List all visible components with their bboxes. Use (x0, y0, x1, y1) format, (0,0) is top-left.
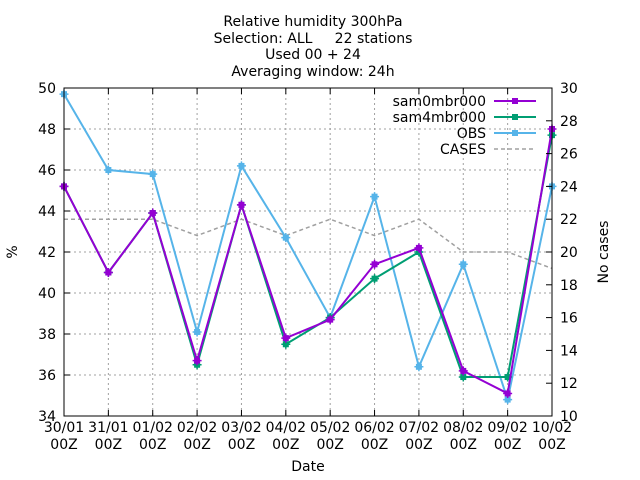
x-tick-label-time: 00Z (494, 437, 521, 453)
x-tick-label-time: 00Z (95, 437, 122, 453)
data-point-cross-sam0mbr000 (370, 259, 380, 269)
data-point-cross-obs (281, 233, 291, 243)
y-tick-label: 38 (38, 327, 56, 343)
y-tick-label: 40 (38, 286, 56, 302)
series-line-sam4mbr000 (63, 134, 553, 379)
legend-label-sam4mbr000: sam4mbr000 (393, 110, 486, 126)
legend-marker-sam0mbr000 (512, 98, 518, 104)
x-tick-label-time: 00Z (405, 437, 432, 453)
x-tick-label-date: 06/02 (354, 420, 394, 436)
series-line-sam0mbr000 (63, 128, 553, 395)
legend-marker-sam4mbr000 (512, 114, 518, 120)
title-line-3: Used 00 + 24 (265, 47, 361, 63)
y2-tick-label: 18 (560, 278, 578, 294)
x-tick-label-date: 07/02 (399, 420, 439, 436)
data-point-cross-sam0mbr000 (192, 356, 202, 366)
data-point-cross-obs (148, 169, 158, 179)
x-tick-label-time: 00Z (50, 437, 77, 453)
data-point-cross-obs (458, 259, 468, 269)
series-layer (59, 89, 557, 405)
x-tick-label-date: 02/02 (177, 420, 217, 436)
legend-label-sam0mbr000: sam0mbr000 (393, 94, 486, 110)
series-line-obs (63, 93, 553, 404)
data-point-cross-sam4mbr000 (370, 274, 380, 284)
legend-label-cases: CASES (440, 142, 486, 158)
x-tick-label-time: 00Z (316, 437, 343, 453)
y2-tick-label: 28 (560, 114, 578, 130)
x-tick-label-date: 31/01 (88, 420, 128, 436)
y2-tick-label: 24 (560, 179, 578, 195)
y-tick-label: 34 (38, 409, 56, 425)
x-axis-label: Date (291, 459, 324, 475)
y-tick-label: 44 (38, 204, 56, 220)
data-point-cross-sam0mbr000 (414, 243, 424, 253)
data-point-cross-obs (414, 362, 424, 372)
x-tick-label-date: 30/01 (44, 420, 84, 436)
x-tick-label-time: 00Z (538, 437, 565, 453)
x-tick-label-time: 00Z (139, 437, 166, 453)
data-point-cross-sam0mbr000 (281, 333, 291, 343)
title-line-2: Selection: ALL 22 stations (214, 31, 413, 47)
data-point-cross-sam0mbr000 (325, 315, 335, 325)
data-point-cross-sam0mbr000 (148, 208, 158, 218)
data-point-cross-obs (236, 161, 246, 171)
y-axis-label: % (5, 245, 21, 258)
y2-tick-label: 16 (560, 311, 578, 327)
axes: 34 36 38 40 42 44 46 48 50 10 12 14 16 18 20 22 24 26 28 30… (38, 81, 578, 453)
title-line-4: Averaging window: 24h (231, 64, 394, 80)
x-tick-label-date: 01/02 (133, 420, 173, 436)
y-tick-label: 42 (38, 245, 56, 261)
y2-tick-label: 14 (560, 343, 578, 359)
x-tick-label-date: 10/02 (532, 420, 572, 436)
x-tick-label-date: 09/02 (487, 420, 527, 436)
x-tick-label-time: 00Z (272, 437, 299, 453)
y2-tick-label: 10 (560, 409, 578, 425)
legend-marker-obs (512, 130, 518, 136)
y-tick-label: 46 (38, 163, 56, 179)
data-point-cross-sam0mbr000 (236, 200, 246, 210)
x-tick-label-time: 00Z (228, 437, 255, 453)
legend-label-obs: OBS (457, 126, 486, 142)
y-tick-label: 48 (38, 122, 56, 138)
data-point-cross-obs (103, 165, 113, 175)
x-tick-label-time: 00Z (361, 437, 388, 453)
y2-tick-label: 30 (560, 81, 578, 97)
title-line-1: Relative humidity 300hPa (223, 14, 402, 30)
data-point-cross-obs (192, 327, 202, 337)
series-line-cases (64, 218, 553, 270)
y2-tick-label: 20 (560, 245, 578, 261)
x-tick-label-date: 04/02 (266, 420, 306, 436)
x-tick-label-time: 00Z (183, 437, 210, 453)
chart-title: Relative humidity 300hPa Selection: ALL … (214, 14, 413, 80)
y-tick-label: 36 (38, 368, 56, 384)
x-tick-label-time: 00Z (450, 437, 477, 453)
x-tick-label-date: 03/02 (221, 420, 261, 436)
x-tick-label-date: 05/02 (310, 420, 350, 436)
y2-tick-label: 22 (560, 212, 578, 228)
data-point-cross-sam0mbr000 (458, 366, 468, 376)
data-point-cross-sam0mbr000 (103, 268, 113, 277)
y-tick-label: 50 (38, 81, 56, 97)
data-point-cross-obs (370, 192, 380, 202)
y2-tick-label: 12 (560, 376, 578, 392)
data-point-cross-sam0mbr000 (503, 388, 513, 398)
x-tick-label-date: 08/02 (443, 420, 483, 436)
y2-tick-label: 26 (560, 147, 578, 163)
y2-axis-label: No cases (596, 221, 612, 284)
